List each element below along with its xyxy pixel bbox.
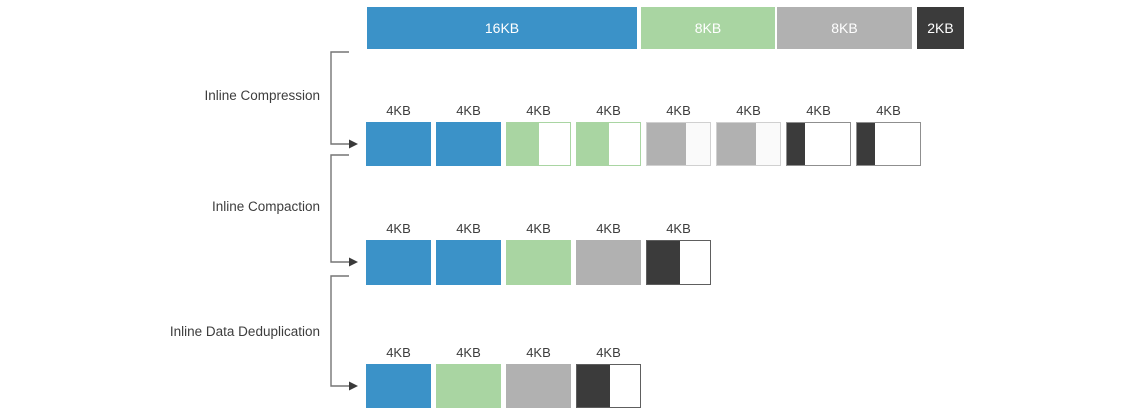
block-4kb-gray-partial (716, 122, 781, 166)
block-size-label: 4KB (806, 103, 831, 118)
bar-segment-size-label: 8KB (694, 20, 722, 36)
block-4kb-green-partial (576, 122, 641, 166)
bar-segment-size-label: 8KB (831, 20, 858, 36)
block-4kb-dark-partial (576, 364, 641, 408)
block-used-portion (717, 123, 757, 165)
block-4kb-blue-full (436, 240, 501, 285)
block-used-portion (647, 241, 680, 284)
block-size-label: 4KB (456, 345, 481, 360)
block-used-portion (857, 123, 875, 165)
block-4kb-blue-full (366, 122, 431, 166)
bar-segment-16kb-blue: 16KB (367, 7, 637, 49)
block-used-portion (577, 365, 610, 407)
block-used-portion (507, 123, 539, 165)
block-4kb-green-full (436, 364, 501, 408)
block-size-label: 4KB (526, 221, 551, 236)
block-size-label: 4KB (666, 103, 691, 118)
bar-segment-size-label: 2KB (927, 20, 954, 36)
block-used-portion (577, 123, 609, 165)
block-size-label: 4KB (596, 345, 621, 360)
bar-segment-8kb-green: 8KB (641, 7, 775, 49)
block-4kb-gray-partial (646, 122, 711, 166)
block-size-label: 4KB (736, 103, 761, 118)
block-size-label: 4KB (456, 221, 481, 236)
block-4kb-blue-full (436, 122, 501, 166)
block-size-label: 4KB (666, 221, 691, 236)
stage-bracket-line-1 (330, 154, 349, 263)
stage-label-inline-compression: Inline Compression (204, 88, 320, 103)
block-size-label: 4KB (386, 221, 411, 236)
stage-label-inline-compaction: Inline Compaction (211, 199, 320, 214)
block-size-label: 4KB (596, 103, 621, 118)
block-size-label: 4KB (526, 345, 551, 360)
block-4kb-green-partial (506, 122, 571, 166)
block-4kb-gray-full (576, 240, 641, 285)
block-4kb-blue-full (366, 364, 431, 408)
arrowhead-icon (349, 139, 358, 149)
block-used-portion (787, 123, 805, 165)
block-size-label: 4KB (456, 103, 481, 118)
block-4kb-dark-partial (646, 240, 711, 285)
block-4kb-dark-partial (856, 122, 921, 166)
arrowhead-icon (349, 381, 358, 391)
stage-label-inline-data-deduplication: Inline Data Deduplication (169, 324, 320, 339)
block-size-label: 4KB (386, 103, 411, 118)
block-size-label: 4KB (596, 221, 621, 236)
block-used-portion (647, 123, 687, 165)
arrowhead-icon (349, 257, 358, 267)
stage-bracket-line-2 (330, 275, 349, 387)
block-4kb-dark-partial (786, 122, 851, 166)
block-size-label: 4KB (526, 103, 551, 118)
block-size-label: 4KB (386, 345, 411, 360)
bar-segment-8kb-gray: 8KB (777, 7, 912, 49)
block-4kb-gray-full (506, 364, 571, 408)
block-4kb-blue-full (366, 240, 431, 285)
stage-bracket-line-0 (330, 51, 349, 145)
bar-segment-2kb-dark: 2KB (917, 7, 964, 49)
block-4kb-green-full (506, 240, 571, 285)
bar-segment-size-label: 16KB (484, 20, 520, 36)
block-size-label: 4KB (876, 103, 901, 118)
